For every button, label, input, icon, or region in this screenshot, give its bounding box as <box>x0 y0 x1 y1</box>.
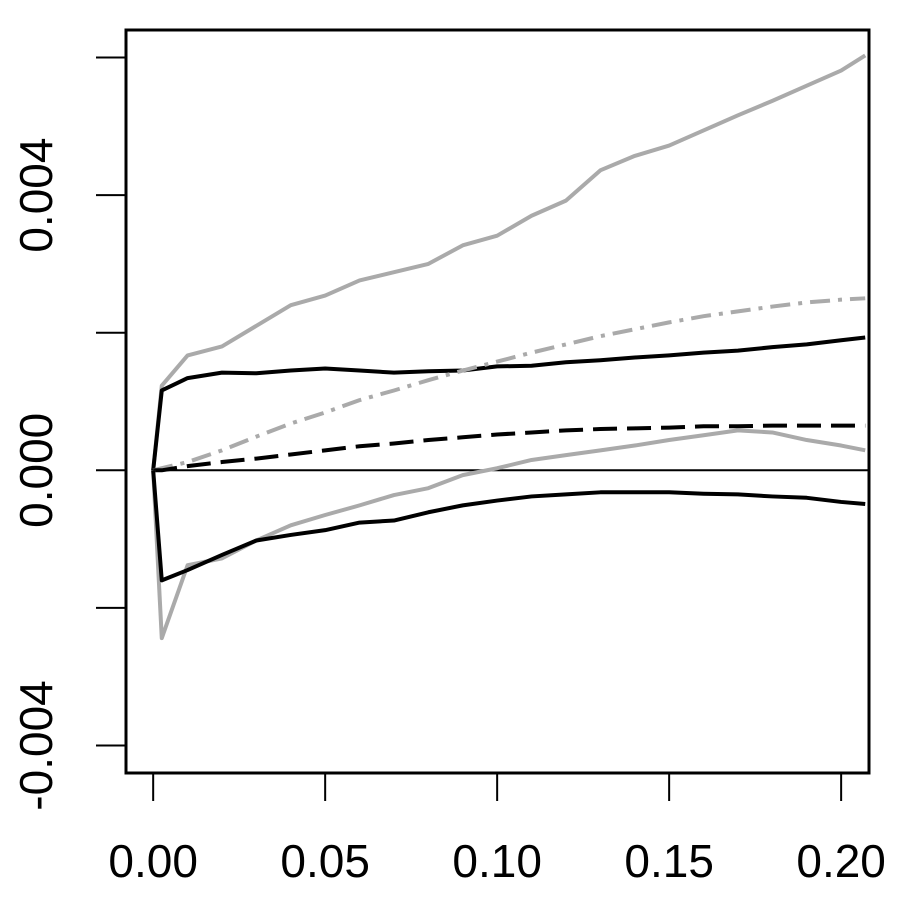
series-line <box>151 53 867 471</box>
x-tick-label: 0.10 <box>452 835 542 887</box>
series-line <box>152 296 866 473</box>
plot-frame <box>124 28 871 775</box>
series-line <box>151 470 866 583</box>
x-tick-label: 0.20 <box>796 835 886 887</box>
x-tick-label: 0.05 <box>280 835 370 887</box>
series-line <box>153 423 866 473</box>
x-tick-label: 0.15 <box>624 835 714 887</box>
y-tick-label: -0.004 <box>10 680 62 810</box>
y-tick-label: 0.000 <box>10 413 62 528</box>
series-line <box>151 428 866 641</box>
x-tick-label: 0.00 <box>108 835 198 887</box>
series-line <box>151 335 866 471</box>
y-tick-label: 0.004 <box>10 138 62 253</box>
